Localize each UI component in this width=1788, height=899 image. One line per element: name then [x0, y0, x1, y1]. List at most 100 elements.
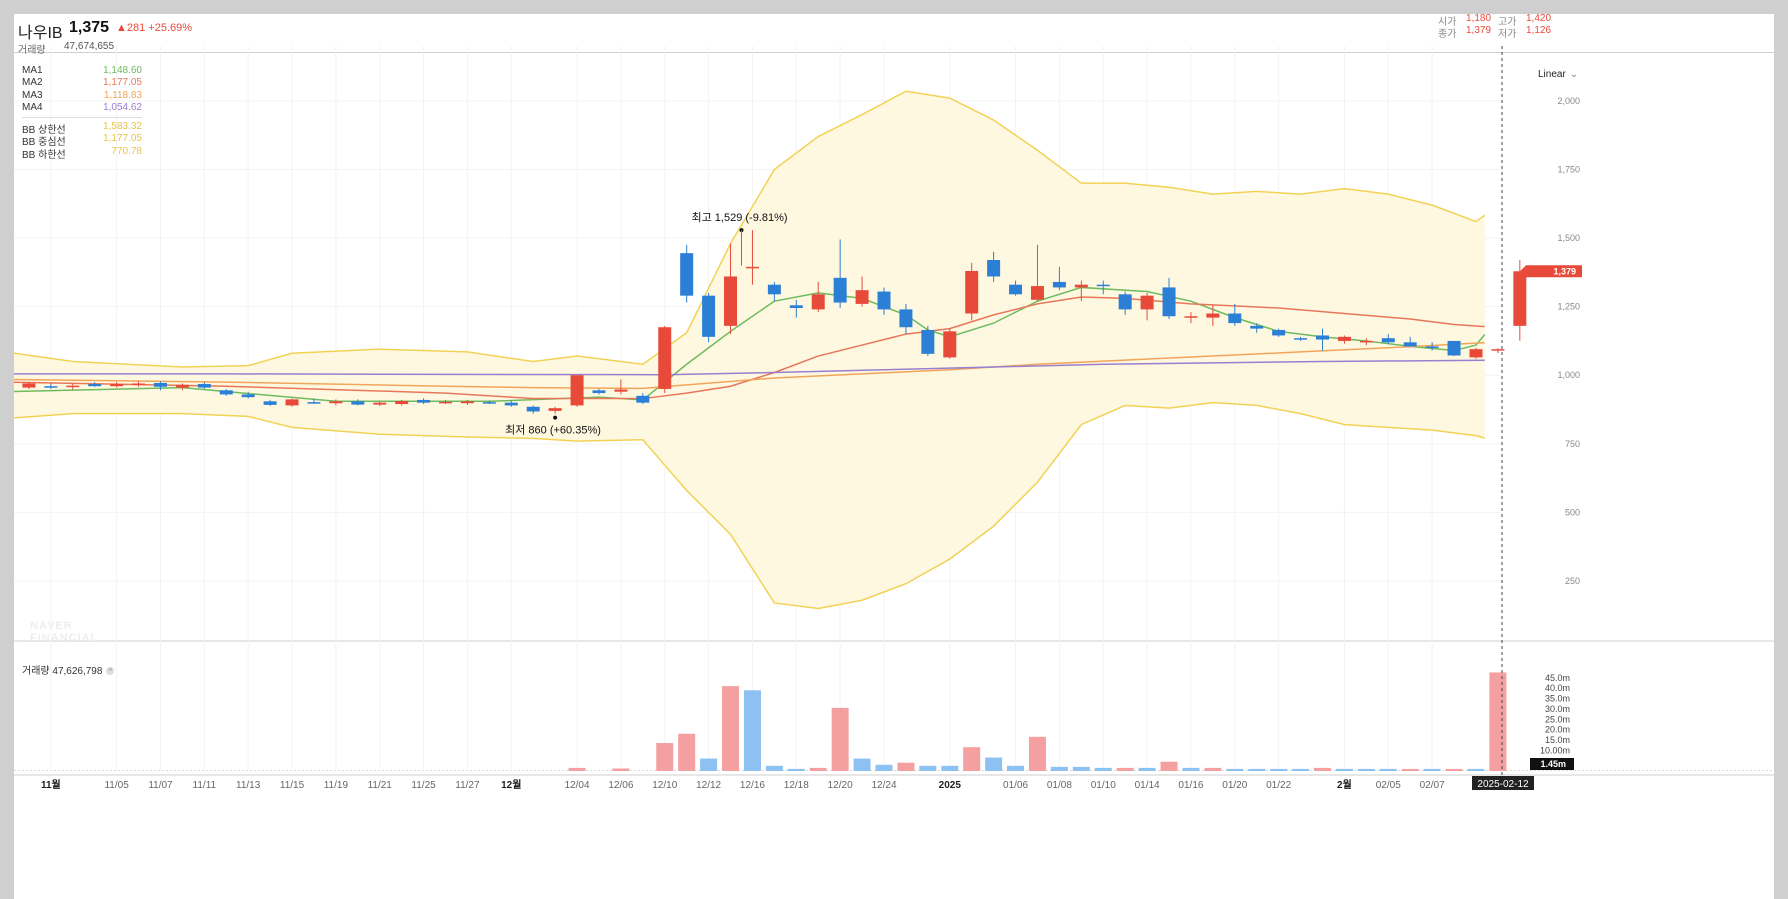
volume-bar — [1292, 768, 1310, 771]
candle — [219, 388, 233, 396]
legend-ma2-value: 1,177.05 — [103, 77, 142, 89]
candle — [1425, 342, 1439, 351]
price-tick-label: 750 — [1565, 439, 1580, 449]
stock-header: 나우IB 1,375 ▲281 +25.69% 거래량 47,674,655 시… — [14, 13, 1774, 56]
candle — [658, 325, 672, 394]
low-marker — [553, 415, 558, 420]
candle-body — [1316, 335, 1329, 340]
date-tick-label: 12/06 — [608, 780, 633, 791]
watermark-line-2: FINANCIAL — [30, 632, 99, 644]
volume-tick-label: 10.00m — [1540, 745, 1570, 755]
volume-bar — [853, 758, 871, 771]
bollinger-band-area — [14, 91, 1485, 609]
price-tick-label: 2,000 — [1557, 96, 1580, 106]
candle — [1403, 336, 1417, 347]
legend-ma4-value: 1,054.62 — [103, 101, 142, 113]
date-badge-bg — [1472, 776, 1534, 790]
date-tick-label: 12/16 — [740, 780, 765, 791]
price-annotations: 최고 1,529 (-9.81%) 최저 860 (+60.35%) — [505, 211, 787, 437]
open-value: 1,180 — [1466, 13, 1492, 24]
date-tick-label: 11/05 — [104, 780, 129, 791]
date-badge: 2025-02-12 — [1477, 779, 1529, 790]
candle — [351, 399, 365, 406]
date-tick-label: 12/04 — [565, 780, 590, 791]
price-tick-label: 500 — [1565, 507, 1580, 517]
scale-toggle-label: Linear — [1538, 69, 1566, 80]
candle — [197, 382, 211, 389]
date-tick-label: 11/11 — [193, 780, 217, 791]
candle-body — [1184, 316, 1198, 318]
candle-body — [614, 389, 628, 392]
candle — [965, 262, 979, 321]
date-tick-label: 11/15 — [280, 780, 305, 791]
date-tick-label: 12/20 — [828, 780, 853, 791]
volume-current-tag — [1530, 758, 1574, 770]
candle-body — [1403, 342, 1417, 347]
candle — [307, 398, 321, 405]
candle — [680, 244, 694, 303]
candle — [395, 399, 409, 406]
date-tick-label: 12월 — [501, 779, 521, 791]
candle — [504, 400, 518, 407]
candle — [1206, 305, 1220, 326]
close-label: 종가 — [1438, 29, 1457, 40]
candle-body — [1447, 340, 1461, 356]
price-tick-label: 1,000 — [1557, 370, 1580, 380]
candle — [921, 325, 935, 357]
candle-body — [855, 290, 869, 304]
candle-body — [1140, 295, 1154, 310]
candle — [614, 379, 628, 395]
candle-body — [1074, 284, 1088, 288]
legend-ma3-value: 1,118.83 — [103, 89, 142, 101]
volume-bar — [1160, 761, 1178, 771]
price-tick-label: 1,250 — [1557, 302, 1580, 312]
price-chart[interactable]: 최고 1,529 (-9.81%) 최저 860 (+60.35%) 250 500… — [14, 14, 1774, 899]
naver-financial-watermark: NAVER FINANCIAL — [30, 620, 98, 644]
bb-lower-line — [14, 401, 1485, 610]
candle-body — [702, 295, 716, 337]
candle-body — [767, 284, 781, 295]
candle-body — [1491, 349, 1505, 351]
legend-ma2-name: MA2 — [22, 77, 43, 89]
volume-panel-label: 거래량 47,626,798 × — [22, 662, 115, 677]
candle — [526, 405, 540, 414]
candle-body — [1096, 284, 1110, 287]
candle — [439, 399, 452, 405]
price-tick-label: 1,750 — [1557, 164, 1580, 174]
candle — [899, 303, 913, 335]
volume-bar — [656, 743, 674, 771]
candle — [1096, 280, 1110, 295]
date-tick-label: 11/25 — [411, 780, 436, 791]
volume-tick-label: 15.0m — [1545, 735, 1570, 745]
candle-body — [526, 406, 540, 412]
candle-body — [965, 270, 979, 314]
low-annotation: 최저 860 (+60.35%) — [505, 424, 601, 437]
volume-bar — [568, 767, 586, 771]
chevron-down-icon: ⌄ — [1569, 69, 1579, 80]
candle — [110, 382, 124, 388]
candle — [1294, 336, 1308, 341]
close-icon[interactable]: × — [106, 667, 115, 676]
candle — [789, 299, 803, 318]
candle — [1009, 280, 1023, 296]
candle — [241, 391, 255, 399]
candle — [66, 383, 80, 390]
candle-body — [395, 401, 409, 405]
candle — [943, 328, 957, 359]
candle — [592, 388, 606, 395]
low-value: 1,126 — [1526, 25, 1552, 36]
legend-ma3: MA3 1,118.83 — [22, 90, 142, 102]
candle-body — [548, 408, 562, 411]
stock-name: 나우IB — [18, 25, 63, 42]
candle-body — [833, 277, 847, 303]
date-tick-label: 01/10 — [1091, 780, 1116, 791]
volume-bar — [1182, 767, 1200, 771]
date-tick-label: 11/13 — [236, 780, 261, 791]
candle — [1250, 323, 1264, 333]
candle — [1447, 340, 1461, 357]
scale-toggle-button[interactable]: Linear ⌄ — [1538, 69, 1578, 80]
date-tick-label: 12/12 — [696, 780, 721, 791]
current-price-label: 1,379 — [1553, 266, 1576, 276]
candle — [1162, 277, 1176, 319]
candle — [1316, 328, 1329, 351]
